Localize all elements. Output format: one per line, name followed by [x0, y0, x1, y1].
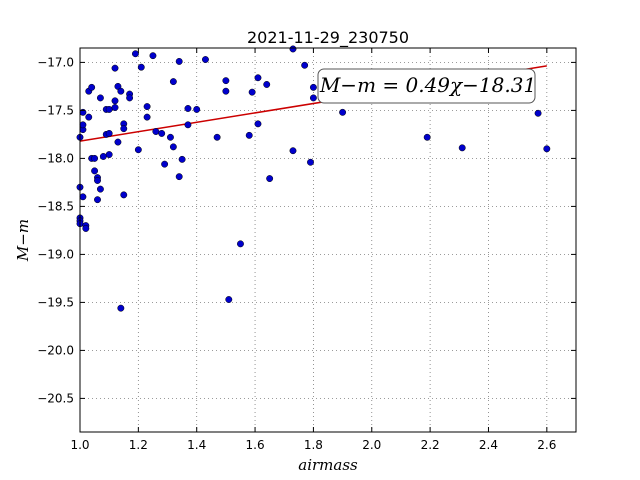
- fit-equation-box: M−m = 0.49χ−18.31: [317, 68, 536, 104]
- data-point: [99, 153, 107, 160]
- data-point: [85, 113, 93, 121]
- data-point: [111, 97, 119, 105]
- data-point: [184, 105, 192, 112]
- data-point: [458, 144, 466, 152]
- data-point: [169, 143, 177, 151]
- data-point: [143, 113, 151, 121]
- plot-background: [80, 48, 576, 432]
- data-point: [152, 128, 160, 135]
- data-point: [289, 45, 297, 53]
- data-point: [225, 296, 233, 303]
- data-point: [96, 185, 104, 193]
- data-point: [423, 133, 431, 141]
- data-point: [137, 63, 145, 71]
- data-point: [134, 146, 142, 154]
- data-point: [161, 160, 169, 168]
- y-tick-label: −20.5: [37, 391, 74, 405]
- data-point: [166, 133, 174, 141]
- data-point: [307, 158, 314, 166]
- axis-ticks: 1.0 1.2 1.4 1.6 1.8 2.0 2.2 2.4 2.6 −17.0 −17.5 −18…: [37, 48, 576, 452]
- data-point: [178, 155, 186, 163]
- y-tick-label: −18.5: [37, 199, 74, 213]
- data-point: [94, 196, 101, 204]
- y-tick-label: −19.5: [37, 295, 74, 309]
- annotation-box: [317, 68, 536, 104]
- data-point: [534, 109, 542, 117]
- data-point: [111, 64, 119, 72]
- data-point: [91, 167, 99, 175]
- x-tick-label: 2.6: [537, 438, 556, 452]
- data-point: [309, 83, 317, 91]
- x-tick-label: 2.2: [421, 438, 440, 452]
- data-point: [213, 133, 221, 141]
- data-point: [301, 61, 309, 69]
- data-point: [169, 78, 177, 86]
- data-point: [117, 87, 125, 95]
- data-point: [149, 52, 157, 60]
- data-point: [143, 103, 151, 111]
- data-point: [94, 177, 101, 184]
- x-tick-label: 1.2: [129, 438, 148, 452]
- data-points: [76, 45, 551, 312]
- data-point: [96, 94, 104, 102]
- plot-frame: [79, 47, 577, 433]
- data-point: [114, 138, 122, 146]
- data-point: [158, 129, 166, 137]
- x-tick-label: 1.4: [187, 438, 206, 452]
- data-point: [120, 125, 128, 133]
- fit-equation: M−m = 0.49χ−18.31: [319, 73, 536, 97]
- x-tick-label: 2.0: [362, 438, 381, 452]
- y-tick-label: −20.0: [37, 343, 74, 357]
- data-point: [245, 131, 253, 139]
- data-point: [79, 193, 87, 201]
- data-point: [248, 88, 256, 96]
- data-point: [105, 129, 113, 137]
- data-point: [543, 145, 551, 153]
- data-point: [222, 77, 230, 85]
- data-point: [254, 120, 262, 128]
- data-point: [126, 94, 134, 102]
- x-tick-label: 1.6: [246, 438, 265, 452]
- data-point: [193, 105, 201, 113]
- data-point: [222, 87, 230, 95]
- y-tick-label: −19.0: [37, 247, 74, 261]
- data-point: [120, 191, 128, 199]
- y-tick-label: −17.5: [37, 103, 74, 117]
- x-tick-label: 1.8: [304, 438, 323, 452]
- chart-title: 2021-11-29_230750: [247, 28, 409, 48]
- data-point: [88, 83, 96, 91]
- data-point: [79, 121, 87, 129]
- x-tick-label: 1.0: [70, 438, 89, 452]
- data-point: [266, 175, 274, 183]
- data-point: [105, 105, 113, 113]
- data-point: [289, 147, 297, 155]
- data-point: [184, 121, 192, 129]
- x-axis-label: airmass: [298, 456, 358, 474]
- data-point: [309, 94, 317, 102]
- x-tick-label: 2.4: [479, 438, 498, 452]
- y-tick-label: −17.0: [37, 55, 74, 69]
- data-point: [111, 104, 119, 111]
- data-point: [117, 304, 125, 312]
- data-point: [105, 151, 113, 159]
- data-point: [82, 225, 90, 232]
- data-point: [254, 74, 262, 82]
- data-point: [175, 57, 183, 65]
- data-point: [339, 108, 347, 116]
- data-point: [175, 173, 183, 181]
- y-axis-label: M−m: [14, 219, 32, 262]
- data-point: [202, 56, 209, 63]
- data-point: [91, 154, 99, 162]
- data-point: [263, 81, 271, 88]
- y-tick-label: −18.0: [37, 151, 74, 165]
- data-point: [237, 240, 244, 248]
- data-point: [131, 50, 139, 58]
- plot-area: 1.0 1.2 1.4 1.6 1.8 2.0 2.2 2.4 2.6 −17.0 −17.5 −18…: [37, 45, 577, 452]
